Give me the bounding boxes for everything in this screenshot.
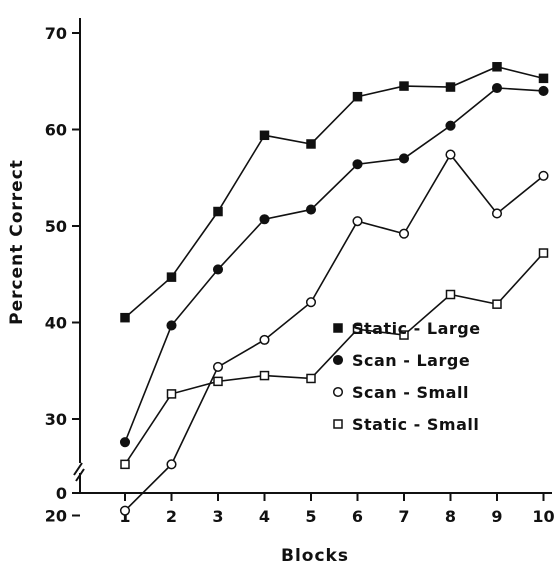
series-static-small [120, 248, 549, 470]
data-point [398, 228, 410, 239]
data-point [352, 159, 363, 170]
data-point [491, 82, 503, 94]
data-point [306, 139, 316, 149]
series-scan-large [119, 82, 549, 448]
legend-label: Scan - Large [352, 351, 470, 370]
data-point [445, 149, 456, 160]
y-tick-label: 0 [56, 484, 67, 503]
y-tick-label: 70 [45, 24, 67, 43]
legend-marker [333, 419, 343, 429]
data-point [119, 437, 131, 448]
data-point [213, 376, 223, 387]
data-point [445, 120, 456, 131]
x-tick-label: 3 [212, 507, 223, 526]
y-axis-title: Percent Correct [7, 159, 27, 325]
data-point [212, 361, 224, 372]
axis-break-mark [73, 462, 83, 476]
data-point [445, 289, 456, 300]
legend-item: Scan - Small [332, 383, 469, 402]
x-tick-label: 7 [398, 507, 409, 526]
data-point [445, 82, 456, 92]
data-point [538, 248, 549, 258]
data-point [166, 320, 177, 331]
legend-marker [332, 354, 344, 366]
data-point [492, 62, 502, 72]
data-point [259, 334, 270, 345]
y-tick-label: 60 [45, 121, 67, 140]
data-point [491, 208, 503, 219]
data-point [166, 389, 177, 399]
x-tick-label: 2 [166, 507, 177, 526]
series-static-large [120, 62, 549, 323]
x-tick-label: 5 [305, 507, 316, 526]
data-point [538, 170, 549, 181]
data-point [259, 130, 270, 141]
x-tick-label: 10 [532, 507, 554, 526]
series-scan-small [119, 149, 549, 516]
data-point [398, 153, 410, 164]
legend-item: Static - Small [333, 415, 479, 434]
y-tick-label: 40 [45, 314, 67, 333]
data-point [119, 505, 131, 516]
x-tick-label: 6 [352, 507, 363, 526]
legend-marker [332, 386, 344, 398]
axis-break-mark [75, 468, 85, 482]
data-point [399, 330, 409, 340]
data-point [538, 85, 549, 96]
series-line [124, 87, 544, 443]
legend-item: Scan - Large [332, 351, 470, 370]
series-line [124, 252, 545, 465]
y-tick-label: 20 [45, 507, 67, 526]
legend-label: Static - Large [352, 319, 481, 338]
data-point [259, 214, 270, 225]
data-point [352, 216, 363, 227]
data-point [352, 324, 363, 335]
x-tick-label: 1 [119, 507, 130, 526]
x-axis-title: Blocks [281, 546, 349, 565]
data-point [213, 206, 223, 217]
legend-label: Scan - Small [352, 383, 469, 402]
data-point [305, 204, 317, 215]
data-point [399, 81, 409, 91]
x-tick-label: 4 [259, 507, 270, 526]
y-tick-label: 30 [45, 410, 67, 429]
legend: Static - Large Scan - Large Scan - Small St… [332, 319, 481, 434]
data-point [306, 373, 316, 384]
series-line [124, 65, 544, 319]
series-line [124, 153, 545, 512]
data-point [259, 370, 270, 381]
x-tick-label: 9 [491, 507, 502, 526]
data-point [166, 459, 177, 470]
data-point [492, 299, 502, 309]
data-point [352, 91, 363, 102]
data-point [212, 264, 224, 275]
data-point [120, 312, 130, 323]
data-point [120, 459, 130, 470]
data-point [166, 272, 177, 282]
legend-marker [333, 323, 343, 333]
axes: 0 20 30 40 50 60 70 1 2 3 4 5 6 7 8 9 10 [45, 18, 555, 526]
legend-item: Static - Large [333, 319, 481, 338]
series-layer [119, 62, 549, 516]
x-tick-label: 8 [445, 507, 456, 526]
legend-label: Static - Small [352, 415, 479, 434]
data-point [538, 73, 549, 84]
y-tick-label: 50 [45, 217, 67, 236]
data-point [305, 297, 317, 308]
